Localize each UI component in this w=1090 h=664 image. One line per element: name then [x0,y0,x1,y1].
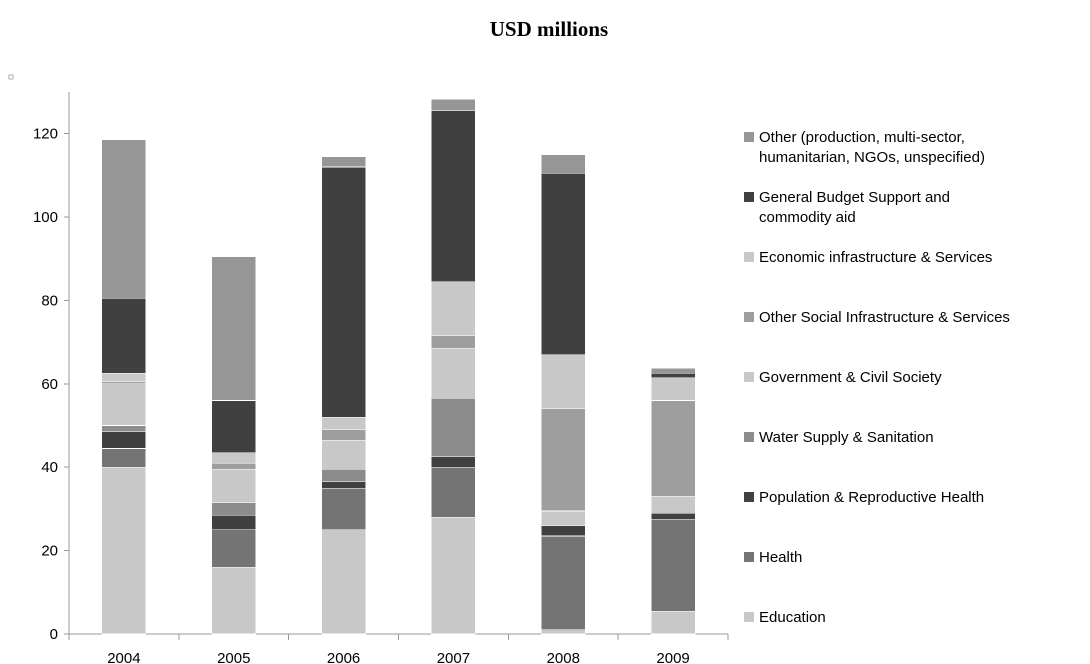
legend-label: Population & Reproductive Health [759,489,984,506]
chart-title: USD millions [490,17,608,41]
y-tick-label: 40 [41,459,58,476]
bar-segment [101,298,147,374]
bar-segment [650,610,696,635]
bar-segment [650,496,696,513]
bar-segment [431,98,476,112]
y-tick-label: 120 [33,126,58,143]
y-tick-label: 80 [41,292,58,309]
bar-segment [431,516,476,635]
bar-segment [540,629,586,635]
x-tick-label: 2005 [217,650,250,664]
bar-segment [321,416,366,431]
bar-segment [321,487,366,531]
legend-swatch [744,312,754,322]
bar-segment [321,529,366,635]
bar-segment [101,466,147,635]
bar-segment [211,462,257,470]
bar-segment [650,512,696,520]
x-tick-label: 2006 [327,650,360,664]
bar-segment [431,281,476,337]
legend-label: Economic infrastructure & Services [759,249,992,266]
y-tick-label: 60 [41,376,58,393]
bar-segment [431,456,476,468]
bar-segment [211,514,257,531]
bar-segment [540,535,586,631]
bar-segment [650,373,696,378]
bar-segment [101,383,147,426]
y-axis: 0 20 40 60 80 100 120 [33,92,70,643]
legend-label: humanitarian, NGOs, unspecified) [759,149,985,166]
legend-label: Other (production, multi-sector, [759,129,965,146]
bar-segment [211,452,257,464]
bar-segment [211,400,257,453]
bar-segment [101,425,147,433]
bar-segment [211,529,257,568]
legend-label: Government & Civil Society [759,369,942,386]
bar-segment [540,510,586,526]
legend-swatch [744,432,754,442]
corner-marker [8,74,14,80]
y-tick-label: 0 [50,626,58,643]
bar-segment [101,373,147,383]
bar-segment [431,466,476,518]
legend-swatch [744,552,754,562]
bar-segment [101,431,147,449]
legend-label: commodity aid [759,209,856,226]
bar-segment [540,354,586,410]
bar-segment [321,439,366,470]
bar-segment [211,502,257,516]
legend-swatch [744,612,754,622]
legend-swatch [744,252,754,262]
legend-swatch [744,492,754,502]
bar-segment [650,368,696,374]
bar-segment [211,566,257,635]
bar-segment [101,381,147,385]
legend-label: Other Social Infrastructure & Services [759,309,1010,326]
x-tick-label: 2009 [656,650,689,664]
x-tick-label: 2008 [547,650,580,664]
legend-label: General Budget Support and [759,189,950,206]
bar-segment [211,469,257,503]
legend-label: Water Supply & Sanitation [759,429,934,446]
legend-swatch [744,132,754,142]
bar-segment [101,139,147,299]
bar-segment [321,156,366,168]
legend: Other (production, multi-sector, humanita… [744,129,1010,626]
bar-segment [431,398,476,458]
bar-segment [321,166,366,418]
y-tick-label: 100 [33,209,58,226]
x-tick-label: 2007 [437,650,470,664]
bar-segment [540,154,586,174]
bar-segment [211,256,257,401]
legend-swatch [744,372,754,382]
bar-segment [321,469,366,483]
legend-swatch [744,192,754,202]
bar-segment [650,400,696,497]
bar-segment [321,429,366,441]
x-axis: 2004 2005 2006 2007 2008 2009 [68,633,729,664]
bar-segment [431,348,476,399]
bar-segment [540,173,586,355]
bar-segment [321,481,366,489]
x-tick-label: 2004 [107,650,140,664]
legend-label: Education [759,609,826,626]
bar-segment [540,525,586,537]
bar-segment [540,408,586,512]
y-tick-label: 20 [41,543,58,560]
bar-segment [431,110,476,282]
bar-segment [650,377,696,401]
bar-segment [431,335,476,349]
bars [101,98,696,635]
bar-segment [650,519,696,612]
bar-segment [101,448,147,468]
legend-label: Health [759,549,802,566]
